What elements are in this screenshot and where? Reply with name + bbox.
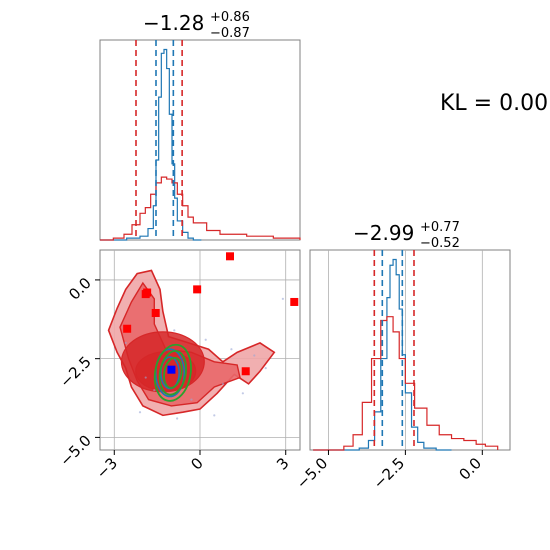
sample-point xyxy=(144,376,147,379)
p2-series-1 xyxy=(313,316,499,451)
red-marker xyxy=(143,288,152,297)
joint-xtick-label: 0 xyxy=(187,454,206,473)
red-marker xyxy=(151,308,160,317)
sample-point xyxy=(221,382,224,385)
title-p1-base: −1.28 xyxy=(143,11,204,35)
title-p1-sup: +0.86 xyxy=(210,10,250,25)
p2-xtick-label: −5.0 xyxy=(293,454,331,492)
sample-point xyxy=(190,398,193,401)
p2-series-0 xyxy=(313,258,452,451)
sample-point xyxy=(253,354,256,357)
p2-frame xyxy=(309,249,511,451)
red-marker xyxy=(226,252,234,261)
p2-xtick-label: −2.5 xyxy=(370,454,408,492)
title-p2-sup: +0.77 xyxy=(420,220,460,235)
sample-point xyxy=(213,414,216,417)
sample-point xyxy=(124,341,127,345)
title-p2-sub: −0.52 xyxy=(420,236,460,251)
red-marker xyxy=(123,324,132,333)
sample-point xyxy=(281,297,284,300)
sample-point xyxy=(173,329,176,332)
sample-point xyxy=(153,389,156,392)
marginal-panel-p1 xyxy=(99,39,301,241)
joint-ytick-label: −5.0 xyxy=(56,432,94,470)
joint-panel: −3 0 3 0.0 −2.5 −5.0 xyxy=(56,249,301,482)
title-p2-base: −2.99 xyxy=(353,221,414,245)
p1-frame xyxy=(99,39,301,241)
joint-xtick-label: 3 xyxy=(273,454,292,473)
joint-plot-area xyxy=(100,250,300,450)
green-contour xyxy=(153,343,192,402)
green-contour xyxy=(163,356,183,389)
p1-series-1 xyxy=(100,176,301,241)
p2-xtick-label: 0.0 xyxy=(456,454,486,484)
blue-marker xyxy=(167,365,176,374)
title-p2: −2.99 +0.77 −0.52 xyxy=(353,220,460,251)
sample-point xyxy=(264,367,267,370)
red-marker xyxy=(241,367,250,376)
sample-point xyxy=(230,348,233,351)
green-contour xyxy=(158,350,187,396)
title-p1-sub: −0.87 xyxy=(210,26,250,41)
joint-ytick-label: 0.0 xyxy=(65,274,95,304)
title-p1: −1.28 +0.86 −0.87 xyxy=(143,10,250,41)
sample-point xyxy=(176,417,179,420)
joint-xtick-label: −3 xyxy=(93,454,121,482)
kl-label: KL = 0.00 xyxy=(440,91,548,116)
sample-point xyxy=(138,411,142,414)
marginal-panel-p2: −5.0 −2.5 0.0 xyxy=(293,249,511,493)
red-marker xyxy=(193,285,202,294)
sample-point xyxy=(204,338,207,341)
red-marker xyxy=(290,297,299,306)
joint-ytick-label: −2.5 xyxy=(56,353,94,391)
sample-point xyxy=(241,392,244,395)
